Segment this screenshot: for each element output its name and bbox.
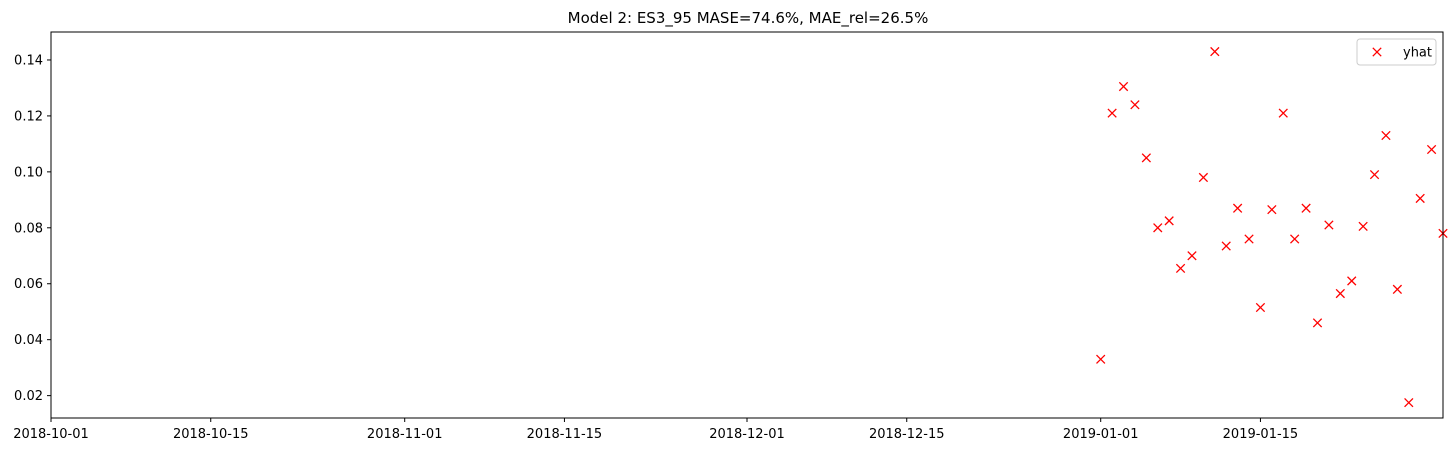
data-point [1175, 263, 1186, 274]
data-point [1278, 108, 1288, 118]
data-point [1153, 223, 1163, 233]
legend-x-marker [1372, 47, 1382, 57]
data-point [1187, 251, 1197, 261]
data-point [1255, 302, 1266, 313]
data-point [1369, 169, 1380, 180]
legend-marker [1372, 47, 1382, 57]
data-point [1244, 234, 1254, 244]
y-tick-label: 0.06 [14, 277, 43, 292]
series-yhat [1096, 46, 1448, 408]
data-point [1096, 354, 1106, 364]
legend: yhat [1356, 38, 1437, 66]
data-point [1164, 216, 1174, 226]
data-point [1198, 172, 1209, 183]
x-tick-label: 2019-01-15 [1223, 427, 1299, 442]
chart-title: Model 2: ES3_95 MASE=74.6%, MAE_rel=26.5… [568, 9, 929, 28]
data-point [1415, 193, 1425, 204]
x-axis: 2018-10-01 2018-10-15 2018-11-01 2018-11-15… [13, 418, 1298, 442]
y-tick-label: 0.12 [14, 109, 43, 124]
x-tick-label: 2018-12-15 [869, 427, 945, 442]
y-tick-label: 0.14 [14, 53, 43, 68]
y-axis: 0.02 0.04 0.06 0.08 0.10 0.12 0.14 [14, 53, 51, 404]
data-point [1324, 220, 1334, 230]
y-tick-label: 0.08 [14, 221, 43, 236]
data-point [1221, 241, 1231, 251]
data-point [1141, 153, 1152, 163]
data-point [1426, 144, 1437, 155]
x-tick-label: 2018-10-15 [173, 427, 249, 442]
data-point [1358, 221, 1368, 232]
data-point [1267, 204, 1277, 215]
data-point [1404, 397, 1414, 408]
legend-label: yhat [1403, 46, 1432, 61]
legend-box [1356, 38, 1437, 66]
y-tick-label: 0.10 [14, 165, 43, 180]
data-point [1392, 284, 1403, 294]
data-point [1301, 203, 1311, 213]
data-point [1232, 203, 1243, 213]
data-point [1381, 130, 1391, 141]
data-point [1107, 108, 1117, 118]
data-point [1347, 276, 1357, 286]
data-point [1335, 288, 1345, 299]
data-point [1290, 234, 1300, 244]
x-tick-label: 2018-10-01 [13, 427, 89, 442]
x-tick-label: 2019-01-01 [1063, 427, 1139, 442]
data-point [1312, 318, 1323, 328]
x-tick-label: 2018-11-01 [367, 427, 443, 442]
data-point [1130, 100, 1140, 110]
data-point [1118, 81, 1129, 92]
data-point [1210, 46, 1220, 57]
plot-frame [50, 31, 1444, 419]
x-tick-label: 2018-11-15 [527, 427, 603, 442]
y-tick-label: 0.04 [14, 333, 43, 348]
x-tick-label: 2018-12-01 [709, 427, 785, 442]
y-tick-label: 0.02 [14, 389, 43, 404]
